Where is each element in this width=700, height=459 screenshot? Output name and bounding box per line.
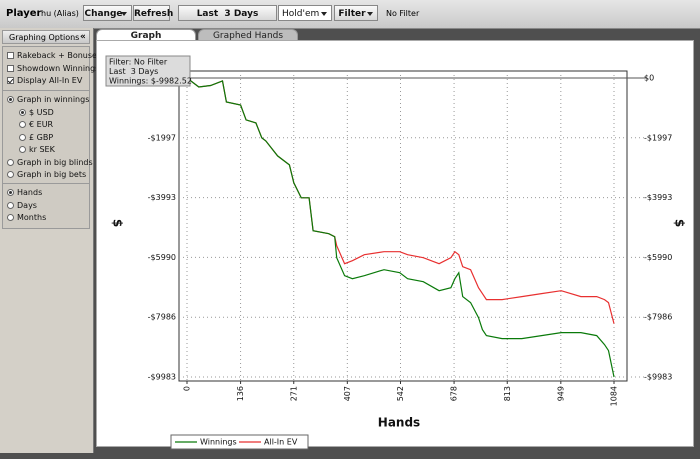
radio-option[interactable]: $ USD (19, 107, 54, 117)
game-label: Hold'em (282, 9, 320, 19)
y-tick-label: -$5990 (147, 253, 175, 262)
option-group: Rakeback + Bonuses Showdown Winnings Displ… (2, 46, 101, 92)
x-tick-label: 0 (182, 386, 191, 391)
option-group: Graph in winnings $ USD € EUR £ GBP kr SEK Gr… (2, 90, 93, 186)
radio-option[interactable]: kr SEK (19, 145, 55, 154)
radio-option[interactable]: Graph in big bets (7, 170, 87, 179)
radio[interactable] (19, 146, 26, 153)
filter-status: No Filter (386, 9, 420, 18)
option-label: £ GBP (29, 132, 54, 142)
y-tick-label: -$7986 (147, 313, 175, 322)
radio-option[interactable]: € EUR (19, 120, 54, 129)
option-label: € EUR (29, 120, 54, 129)
radio[interactable] (19, 121, 26, 128)
change-label: Change (84, 9, 123, 19)
option-label: Graph in big blinds (17, 157, 93, 167)
game-select[interactable]: Hold'em (278, 5, 332, 21)
option-label: Months (17, 213, 47, 222)
sidebar-title: Graphing Options (9, 33, 80, 42)
x-tick-label: 542 (396, 386, 405, 401)
x-tick-label: 271 (289, 386, 298, 401)
radio-option[interactable]: Days (7, 200, 37, 210)
radio-option[interactable]: £ GBP (19, 132, 54, 142)
option-label: Display All-In EV (17, 76, 83, 85)
annotation: Filter: No Filter (109, 58, 168, 67)
plot-area (178, 70, 628, 382)
option-label: Showdown Winnings (17, 63, 100, 73)
checkbox[interactable] (7, 77, 14, 84)
change-button[interactable]: Change (83, 5, 132, 21)
y2-tick-label: -$3993 (644, 193, 672, 202)
x-tick-label: 136 (236, 386, 245, 401)
filter-label: Filter (338, 9, 366, 19)
x-tick-label: 949 (556, 386, 565, 401)
radio-option[interactable]: Months (7, 213, 47, 222)
checkbox[interactable] (7, 52, 14, 59)
y2-tick-label: $0 (644, 74, 654, 83)
x-axis-label: Hands (378, 416, 420, 430)
series-line (186, 77, 615, 378)
chart-panel: $0 $0 -$1997 -$1997 -$3993 -$3993 -$5990 -$5990… (96, 40, 694, 450)
refresh-button[interactable]: Refresh (133, 5, 173, 21)
x-tick-label: 678 (449, 386, 458, 401)
option-label: Hands (17, 188, 43, 197)
radio[interactable] (7, 158, 14, 166)
player-label: Player (6, 8, 42, 19)
y-tick-label: -$3993 (147, 193, 175, 202)
checkbox[interactable] (7, 64, 14, 72)
radio[interactable] (7, 171, 14, 178)
legend-label: Winnings (200, 438, 237, 447)
option-label: $ USD (29, 107, 54, 117)
y-tick-label: -$9983 (147, 373, 175, 382)
chart: $0 $0 -$1997 -$1997 -$3993 -$3993 -$5990 -$5990… (105, 55, 686, 450)
y-axis-label: $ (110, 219, 124, 227)
tab[interactable]: Graphed Hands (198, 29, 298, 41)
player-name: hu (Alias) (41, 9, 79, 18)
period-button[interactable]: Last 3 Days (178, 5, 277, 21)
y2-tick-label: -$9983 (644, 373, 672, 382)
radio[interactable] (19, 133, 26, 141)
toolbar: Player hu (Alias) Change Refresh Last 3 … (0, 0, 700, 29)
option-label: Graph in winnings (17, 95, 90, 104)
radio[interactable] (19, 108, 26, 116)
x-tick-label: 813 (502, 386, 511, 401)
radio[interactable] (7, 201, 14, 209)
annotation: Last 3 Days (109, 67, 158, 76)
legend: Winnings All-In EV (170, 434, 309, 450)
x-tick-label: 1084 (609, 386, 618, 406)
filter-button[interactable]: Filter (334, 5, 378, 21)
radio[interactable] (7, 96, 14, 103)
x-tick-label: 407 (343, 386, 352, 401)
tab[interactable]: Graph (96, 29, 196, 41)
legend-label: All-In EV (264, 438, 298, 447)
sidebar: Graphing Options « Rakeback + Bonuses Sho… (0, 28, 101, 453)
radio-option[interactable]: Graph in winnings (7, 95, 90, 104)
radio[interactable] (7, 189, 14, 196)
y2-tick-label: -$5990 (644, 253, 672, 262)
annotation: Winnings: $-9982.52 (109, 77, 192, 86)
option-label: Rakeback + Bonuses (17, 51, 102, 60)
y2-tick-label: -$1997 (644, 133, 672, 142)
radio[interactable] (7, 214, 14, 221)
option-group: Hands Days Months (2, 183, 90, 229)
radio-option[interactable]: Hands (7, 188, 43, 197)
sidebar-header: Graphing Options « (2, 30, 90, 44)
option-label: Graph in big bets (17, 170, 87, 179)
option-label: Days (17, 200, 37, 210)
y-tick-label: -$1997 (147, 133, 175, 142)
option-label: kr SEK (29, 145, 55, 154)
radio-option[interactable]: Graph in big blinds (7, 157, 93, 167)
y2-axis-label: $ (672, 219, 686, 227)
checkbox-option[interactable]: Showdown Winnings (7, 63, 100, 73)
checkbox-option[interactable]: Rakeback + Bonuses (7, 51, 102, 60)
checkbox-option[interactable]: Display All-In EV (7, 76, 83, 85)
info-box-bg (105, 55, 191, 87)
y2-tick-label: -$7986 (644, 313, 672, 322)
collapse-button[interactable]: « (80, 32, 86, 42)
